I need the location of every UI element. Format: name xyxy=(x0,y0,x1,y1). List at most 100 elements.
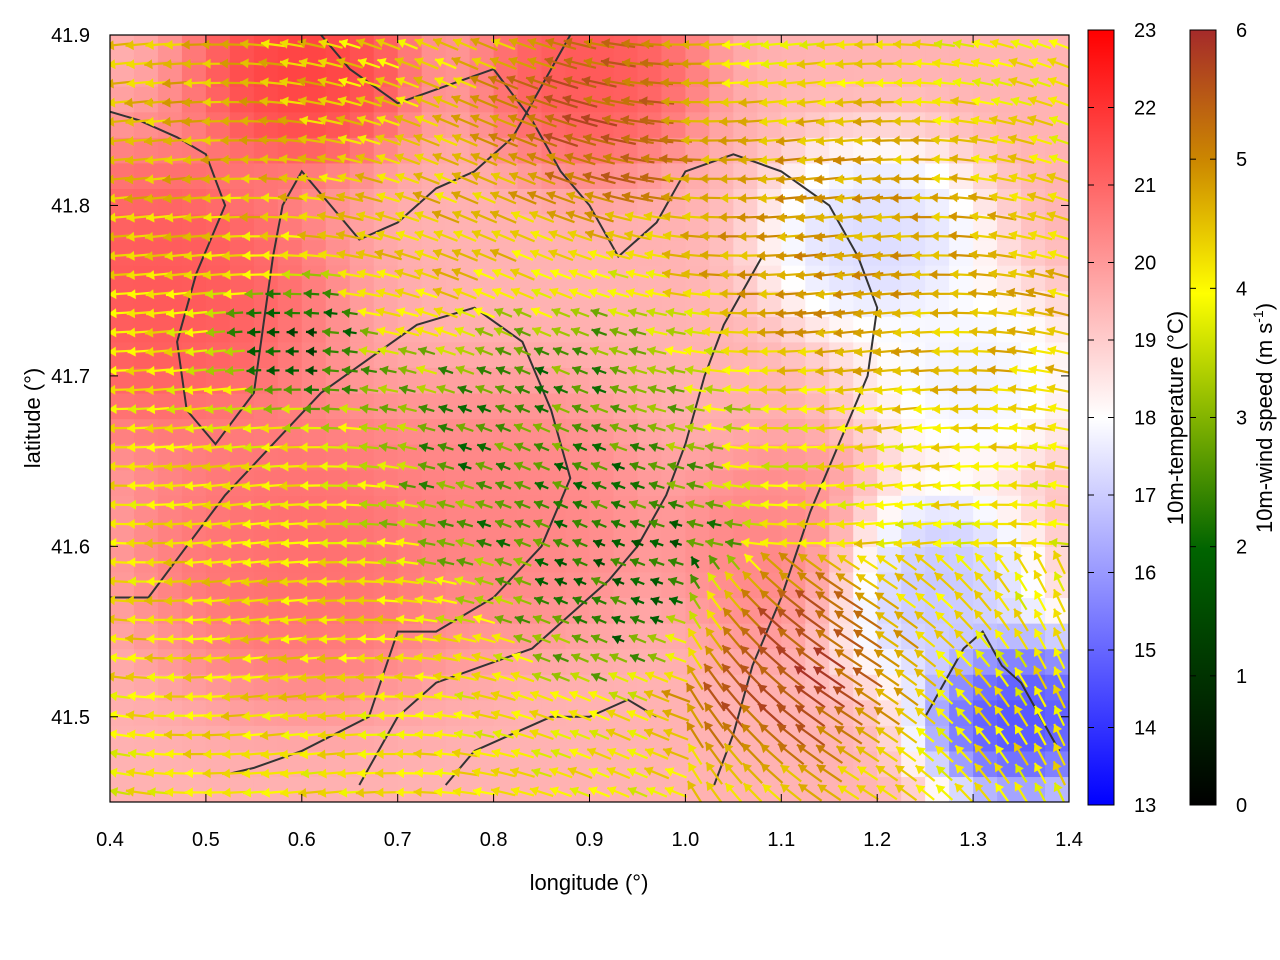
temperature-cell xyxy=(757,265,782,292)
temperature-cell xyxy=(949,341,974,368)
temperature-cell xyxy=(805,35,830,62)
temperature-cell xyxy=(685,111,710,138)
temperature-cell xyxy=(133,111,159,138)
temperature-cell xyxy=(229,162,255,189)
temperature-cell xyxy=(157,495,183,522)
temperature-cell xyxy=(277,623,303,650)
temperature-cell xyxy=(181,776,207,802)
temperature-cell xyxy=(110,648,135,675)
temperature-cell xyxy=(1021,188,1046,215)
temperature-cell xyxy=(349,316,375,343)
temperature-cell xyxy=(133,469,159,496)
temperature-cell xyxy=(133,725,159,752)
temperature-cell xyxy=(277,392,303,420)
temperature-cell xyxy=(853,495,878,522)
temperature-cell xyxy=(229,239,255,266)
temperature-cell xyxy=(325,495,351,522)
temperature-cell xyxy=(757,316,782,343)
temperature-cell xyxy=(181,571,207,599)
temperature-cell xyxy=(1021,418,1046,445)
temperature-cell xyxy=(373,571,399,599)
temperature-cell xyxy=(973,750,998,778)
temperature-cell xyxy=(781,495,806,522)
temperature-cell xyxy=(757,341,782,368)
temperature-cell xyxy=(277,341,303,368)
temperature-cell xyxy=(229,111,255,138)
temperature-cell xyxy=(181,418,207,445)
temperature-cell xyxy=(301,341,327,368)
temperature-cell xyxy=(637,648,663,675)
temperature-cell xyxy=(829,495,854,522)
temperature-cell xyxy=(901,86,926,113)
temperature-cell xyxy=(949,111,974,138)
temperature-cell xyxy=(1045,418,1069,445)
temperature-cell xyxy=(973,674,998,701)
temperature-cell xyxy=(301,776,327,802)
temperature-cell xyxy=(853,239,878,266)
temperature-cell xyxy=(997,265,1022,292)
temperature-cell xyxy=(661,35,686,62)
temperature-cell xyxy=(709,188,734,215)
temperature-cell xyxy=(589,648,615,675)
temperature-cell xyxy=(325,265,351,292)
temperature-cell xyxy=(829,418,854,445)
temperature-cell xyxy=(853,392,878,420)
temperature-cell xyxy=(901,162,926,189)
temperature-cell xyxy=(349,495,375,522)
temperature-cell xyxy=(709,495,734,522)
temperature-cell xyxy=(253,188,279,215)
temperature-cell xyxy=(325,418,351,445)
temperature-cell xyxy=(397,341,423,368)
temperature-cell xyxy=(181,699,207,726)
temperature-cell xyxy=(1021,469,1046,496)
temperature-cell xyxy=(469,648,495,675)
temperature-cell xyxy=(781,623,806,650)
temperature-cell xyxy=(637,188,663,215)
temperature-cell xyxy=(1021,597,1046,624)
temperature-cell xyxy=(661,265,686,292)
temperature-cell xyxy=(397,35,423,62)
temperature-cell xyxy=(733,418,758,445)
temperature-cell xyxy=(133,341,159,368)
temperature-cell xyxy=(925,418,950,445)
temperature-cell xyxy=(757,571,782,599)
temperature-cell xyxy=(997,469,1022,496)
temperature-cell xyxy=(373,265,399,292)
temperature-cell xyxy=(637,86,663,113)
temperature-cell xyxy=(805,316,830,343)
temperature-cell xyxy=(325,725,351,752)
temperature-cell xyxy=(133,392,159,420)
temperature-cell xyxy=(205,571,231,599)
temperature-cell xyxy=(253,35,279,62)
temperature-cell xyxy=(949,392,974,420)
temperature-cell xyxy=(133,35,159,62)
temperature-cell xyxy=(349,392,375,420)
temperature-cell xyxy=(253,495,279,522)
temperature-cell xyxy=(133,571,159,599)
temperature-cell xyxy=(997,35,1022,62)
temperature-cell xyxy=(997,341,1022,368)
temperature-cell xyxy=(133,188,159,215)
temperature-cell xyxy=(949,674,974,701)
temperature-cell xyxy=(661,623,686,650)
temperature-cell xyxy=(925,35,950,62)
temperature-cell xyxy=(997,495,1022,522)
temperature-cell xyxy=(253,265,279,292)
temperature-cell xyxy=(277,265,303,292)
temperature-cell xyxy=(829,316,854,343)
temperature-cell xyxy=(541,725,567,752)
temperature-cell xyxy=(421,725,447,752)
temperature-cell xyxy=(181,546,207,573)
temperature-cell xyxy=(709,111,734,138)
temperature-cell xyxy=(925,469,950,496)
temperature-cell xyxy=(493,418,519,445)
temperature-cell xyxy=(445,725,471,752)
temperature-cell xyxy=(853,469,878,496)
temperature-cell xyxy=(997,111,1022,138)
temperature-cell xyxy=(757,86,782,113)
temperature-cell xyxy=(373,648,399,675)
temperature-cell xyxy=(133,239,159,266)
temperature-cell xyxy=(1021,265,1046,292)
temperature-cell xyxy=(1045,495,1069,522)
temperature-cell xyxy=(949,35,974,62)
